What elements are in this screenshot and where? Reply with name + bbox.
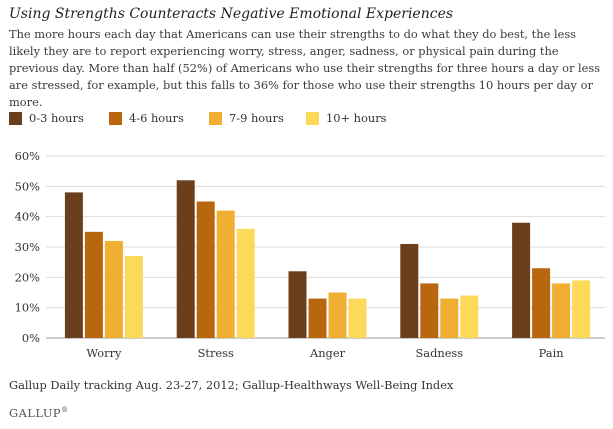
chart-subtitle: The more hours each day that Americans c… bbox=[9, 27, 601, 109]
bar bbox=[216, 210, 235, 338]
legend-swatch bbox=[9, 112, 22, 125]
legend-swatch bbox=[306, 112, 319, 125]
y-tick-label: 10% bbox=[15, 301, 40, 315]
bar bbox=[532, 268, 551, 338]
x-tick-label: Sadness bbox=[415, 346, 463, 360]
x-tick-label: Worry bbox=[86, 346, 122, 360]
legend-swatch bbox=[209, 112, 222, 125]
bar bbox=[196, 201, 215, 338]
x-tick-label: Anger bbox=[309, 346, 346, 360]
bar bbox=[124, 256, 143, 338]
legend-swatch bbox=[109, 112, 122, 125]
legend-label: 10+ hours bbox=[326, 111, 387, 125]
bar bbox=[572, 280, 591, 338]
bar bbox=[512, 222, 531, 338]
bar-chart: 0% 10% 20% 30% 40% 50% 60% Worry Stress Anger Sadn… bbox=[15, 149, 605, 360]
x-tick-label: Stress bbox=[198, 346, 234, 360]
logo-text: GALLUP bbox=[9, 406, 62, 420]
bar bbox=[348, 298, 367, 338]
bar bbox=[104, 240, 123, 338]
bar bbox=[460, 295, 479, 338]
legend-label: 0-3 hours bbox=[29, 111, 84, 125]
legend-label: 7-9 hours bbox=[229, 111, 284, 125]
bar bbox=[420, 283, 439, 338]
bar bbox=[440, 298, 459, 338]
chart-title: Using Strengths Counteracts Negative Emo… bbox=[9, 6, 454, 22]
x-tick-label: Pain bbox=[539, 346, 565, 360]
bar bbox=[236, 228, 255, 338]
bar bbox=[288, 271, 307, 338]
bar bbox=[176, 180, 195, 338]
bar bbox=[84, 231, 103, 338]
y-tick-label: 30% bbox=[15, 240, 40, 254]
bar bbox=[328, 292, 347, 338]
bar bbox=[552, 283, 571, 338]
y-tick-label: 20% bbox=[15, 270, 40, 284]
logo-mark: ® bbox=[61, 406, 69, 415]
bar bbox=[400, 243, 419, 338]
y-tick-label: 40% bbox=[15, 210, 40, 224]
y-tick-label: 0% bbox=[22, 331, 40, 345]
y-tick-label: 50% bbox=[15, 179, 40, 193]
bar bbox=[308, 298, 327, 338]
y-tick-label: 60% bbox=[15, 149, 40, 163]
gallup-logo: GALLUP® bbox=[9, 406, 69, 420]
source-note: Gallup Daily tracking Aug. 23-27, 2012; … bbox=[9, 378, 454, 392]
legend-label: 4-6 hours bbox=[129, 111, 184, 125]
bar bbox=[64, 192, 83, 338]
